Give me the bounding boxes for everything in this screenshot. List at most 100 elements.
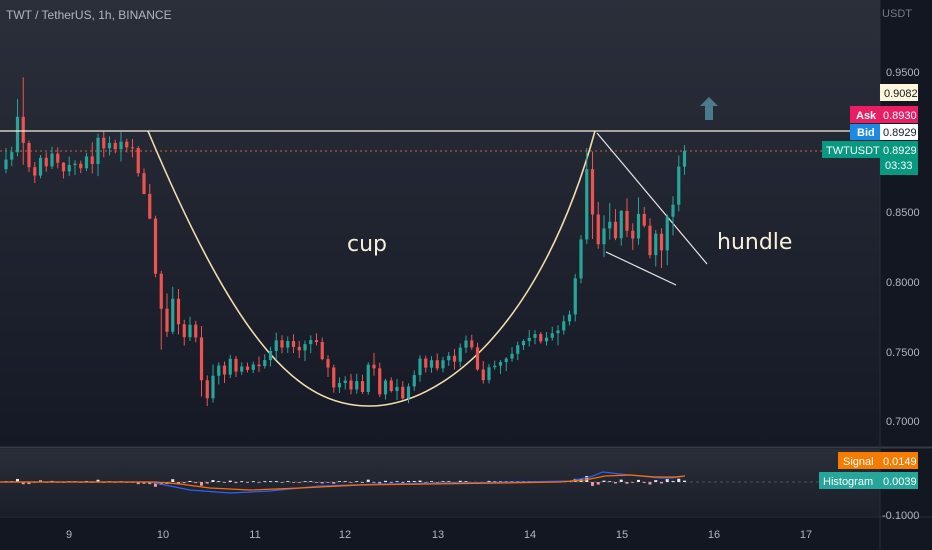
histogram-bar [585, 476, 589, 482]
histogram-bar [274, 481, 278, 482]
candle [406, 383, 411, 404]
histogram-bar [303, 481, 307, 482]
candle-body [211, 375, 215, 399]
candle [21, 77, 25, 165]
histogram-bar [418, 480, 422, 482]
histogram-bar [228, 480, 232, 482]
candle-body [389, 380, 393, 392]
candle [343, 376, 347, 390]
candle [493, 360, 497, 370]
histogram-bar [671, 480, 675, 482]
histogram-bar [625, 482, 629, 484]
candle-body [372, 364, 376, 369]
y-tick-label: 0.8000 [886, 277, 920, 289]
cup-label: cup [347, 232, 387, 257]
candle [447, 351, 451, 366]
histogram-bar [384, 480, 387, 482]
candle-body [550, 333, 554, 338]
y-tick-label: 0.7000 [886, 416, 920, 428]
histogram-bar [602, 480, 606, 482]
candle-body [314, 340, 319, 343]
candle-body [487, 367, 491, 381]
candle-body [182, 324, 186, 338]
cup-curve[interactable] [147, 130, 596, 407]
histogram-bar [493, 481, 497, 482]
candle-body [360, 381, 365, 393]
y-tick-label: 0.8500 [886, 207, 920, 219]
ask-tag-label-bg [850, 106, 880, 123]
candle [217, 362, 221, 385]
candle [378, 362, 382, 398]
x-tick-label: 16 [708, 529, 720, 541]
histogram-bar [499, 481, 502, 482]
candle-body [194, 324, 198, 338]
macd-signal-line [0, 474, 686, 491]
candle-body [596, 214, 600, 245]
candle-body [130, 147, 135, 149]
candle [579, 235, 583, 284]
candle-body [648, 225, 652, 256]
x-tick-label: 15 [616, 529, 628, 541]
candle [176, 288, 181, 335]
candle-body [142, 173, 146, 194]
high-price-tag-value: 0.9082 [884, 88, 918, 100]
handle-upper-trendline[interactable] [596, 132, 708, 265]
histogram-tag-value-bg [880, 472, 918, 489]
candle [119, 132, 123, 162]
symbol-tag-value: 0.8929 [883, 145, 917, 157]
ask-tag-value-bg [880, 106, 918, 123]
candle [263, 354, 267, 369]
candle-body [291, 341, 296, 347]
candle-body [401, 386, 405, 399]
candle-body [148, 193, 152, 219]
histogram-bar [96, 479, 100, 482]
ask-tag-value: 0.8930 [883, 110, 917, 122]
candle-body [21, 116, 25, 143]
candle-body [636, 213, 641, 239]
signal-tag-label-bg [838, 452, 880, 469]
candle [665, 214, 669, 266]
symbol-title[interactable]: TWT / TetherUS, 1h, BINANCE [6, 8, 172, 22]
candle-body [222, 365, 227, 375]
candle-body [435, 360, 439, 369]
candle-body [504, 358, 508, 363]
candle [401, 381, 405, 400]
histogram-bar [395, 481, 399, 482]
candle-body [102, 137, 106, 149]
candle-body [378, 368, 382, 395]
candle [286, 336, 290, 353]
candle-body [297, 346, 301, 351]
symbol-tag-value-bg [880, 141, 918, 175]
candle [148, 183, 152, 220]
candle [337, 377, 342, 393]
candle [475, 342, 480, 371]
candle-body [556, 330, 560, 334]
candle-body [470, 340, 474, 348]
candle-body [61, 162, 66, 172]
handle-lower-trendline[interactable] [605, 251, 677, 286]
candle [383, 378, 388, 400]
candle [309, 335, 313, 354]
histogram-bar [269, 481, 272, 482]
histogram-bar [412, 481, 416, 482]
candle-body [240, 366, 244, 372]
histogram-bar [591, 482, 594, 486]
candle-body [251, 364, 255, 370]
histogram-tag-value: 0.0039 [883, 476, 917, 488]
histogram-bar [21, 482, 25, 485]
candle [199, 325, 204, 397]
candle [504, 357, 508, 372]
candle [613, 209, 618, 241]
candle-body [590, 169, 595, 215]
candle-body [613, 221, 618, 239]
candle [590, 151, 595, 239]
histogram-bar [292, 482, 295, 483]
histogram-bar [148, 482, 152, 485]
candle-body [286, 341, 290, 348]
histogram-bar [182, 482, 186, 484]
candle [107, 136, 112, 156]
histogram-bar [355, 481, 359, 482]
candle [372, 352, 376, 376]
candle-body [579, 239, 583, 279]
